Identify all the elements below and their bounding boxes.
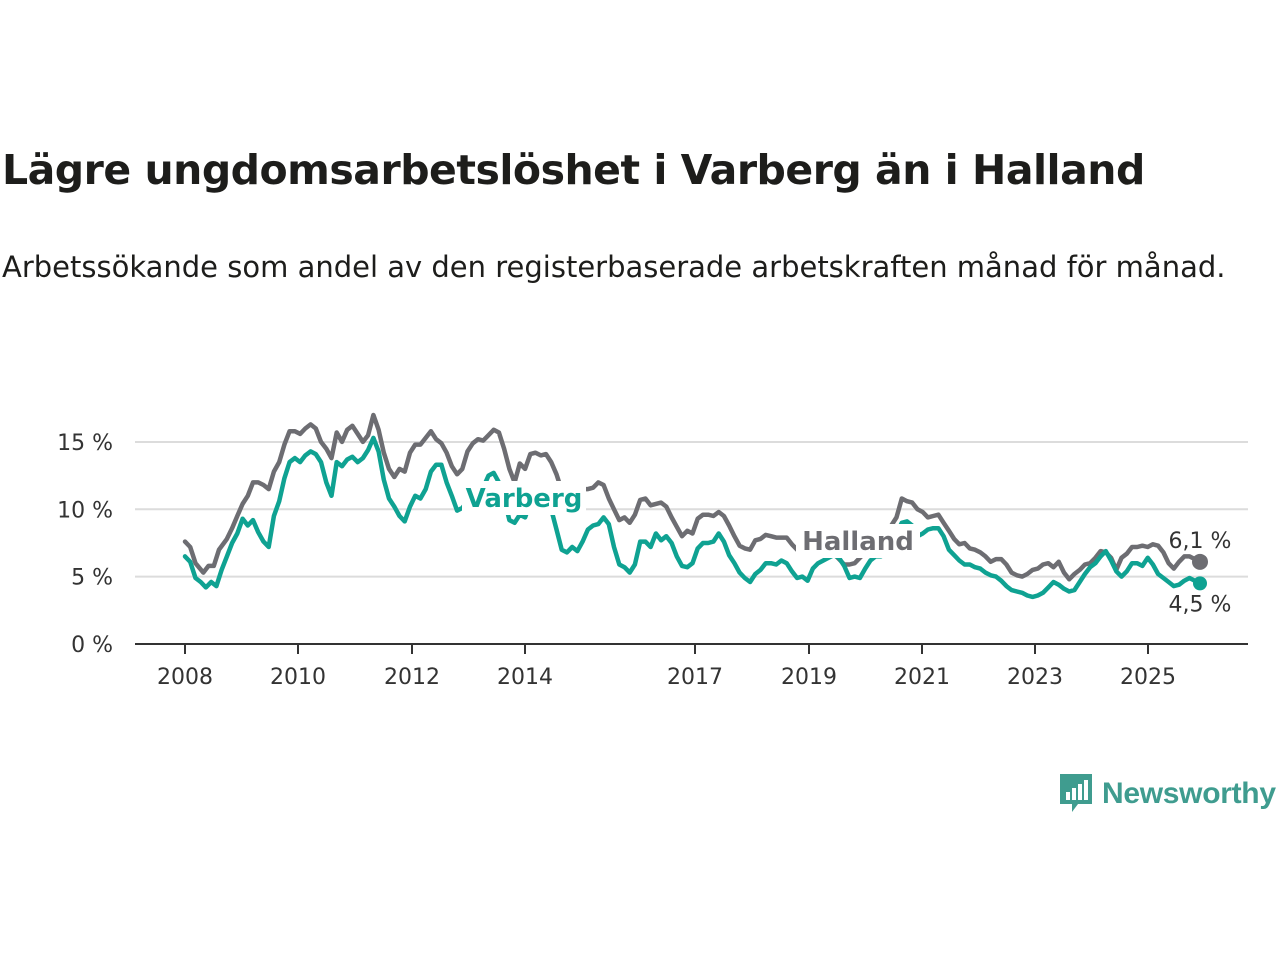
y-axis-ticks: 0 % 5 % 10 % 15 % (57, 431, 113, 658)
x-tick-label: 2010 (270, 665, 326, 690)
x-axis-ticks: 2008 2010 2012 2014 2017 2019 2021 2023 2025 (135, 643, 1248, 690)
newsworthy-logo-text: Newsworthy (1102, 777, 1276, 810)
x-tick-label: 2012 (384, 665, 440, 690)
x-tick-label: 2025 (1120, 665, 1176, 690)
series-name-halo (796, 524, 920, 558)
series-end-label-varberg: 4,5 % (1169, 592, 1232, 617)
series-lines (182, 412, 1208, 600)
x-tick-label: 2019 (781, 665, 837, 690)
series-end-point-halland (1192, 553, 1208, 570)
chart-subtitle: Arbetssökande som andel av den registerb… (2, 250, 1226, 284)
x-tick-label: 2017 (667, 665, 723, 690)
series-line-varberg (182, 435, 1203, 600)
y-tick-label: 5 % (71, 566, 113, 591)
series-labels: 6,1 % 4,5 % Varberg Halland (462, 481, 1231, 617)
y-tick-label: 0 % (71, 633, 113, 658)
newsworthy-logo[interactable]: Newsworthy (1058, 772, 1276, 816)
series-name-label-halland: Halland (802, 527, 914, 557)
x-tick-label: 2008 (157, 665, 213, 690)
series-end-point-varberg (1193, 576, 1207, 591)
x-tick-label: 2014 (497, 665, 553, 690)
newsworthy-logo-icon (1060, 774, 1092, 812)
y-tick-label: 10 % (57, 498, 113, 523)
series-line-halland (182, 412, 1203, 582)
series-name-halo (462, 481, 586, 515)
series-name-label-varberg: Varberg (466, 484, 583, 514)
chart-title: Lägre ungdomsarbetslöshet i Varberg än i… (2, 146, 1145, 194)
x-tick-label: 2021 (894, 665, 950, 690)
x-tick-label: 2023 (1007, 665, 1063, 690)
y-tick-label: 15 % (57, 431, 113, 456)
series-end-label-halland: 6,1 % (1169, 529, 1232, 554)
